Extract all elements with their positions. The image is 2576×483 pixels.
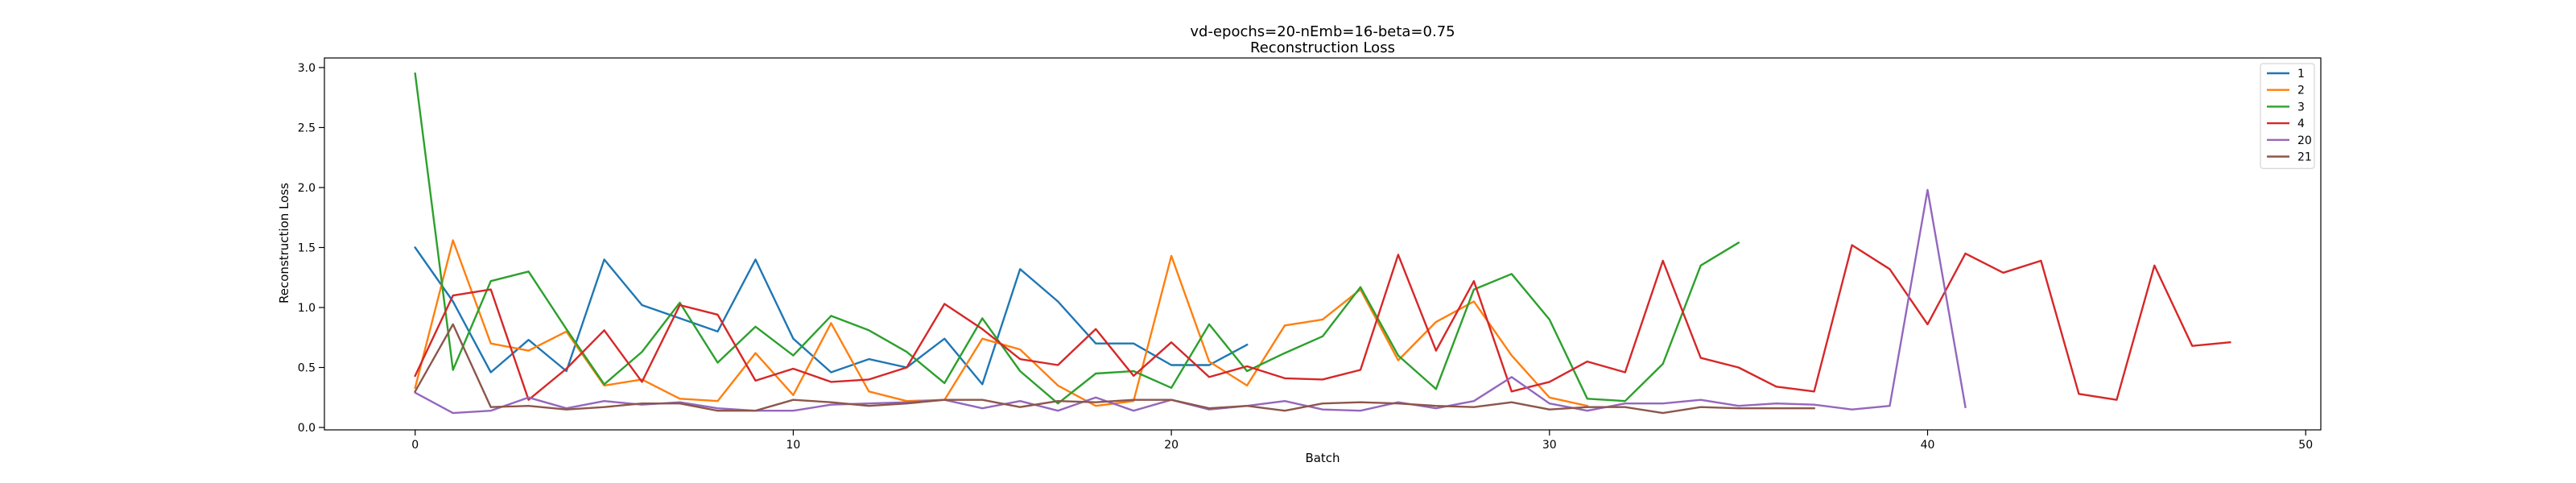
legend: 1 2 3 4 20 21 — [2260, 63, 2315, 169]
y-tick-label: 0.0 — [298, 422, 316, 435]
legend-label-3: 3 — [2297, 101, 2305, 114]
x-tick-label: 40 — [1921, 439, 1935, 452]
plot-frame — [324, 57, 2322, 431]
y-tick-label: 2.0 — [298, 182, 316, 195]
series-line-3 — [414, 72, 1740, 405]
x-tick-label: 10 — [786, 439, 801, 452]
y-tick-label: 0.5 — [298, 362, 316, 375]
y-tick-label: 2.5 — [298, 122, 316, 134]
legend-label-4: 4 — [2297, 118, 2305, 130]
legend-label-21: 21 — [2297, 151, 2312, 164]
chart-title: vd-epochs=20-nEmb=16-beta=0.75 — [1190, 23, 1455, 40]
chart-subtitle: Reconstruction Loss — [1250, 39, 1395, 56]
x-tick-label: 0 — [411, 439, 419, 452]
legend-label-20: 20 — [2297, 134, 2312, 147]
y-axis-label: Reconstruction Loss — [277, 183, 291, 303]
x-tick-label: 20 — [1164, 439, 1179, 452]
legend-label-1: 1 — [2297, 68, 2305, 80]
x-tick-label: 50 — [2298, 439, 2313, 452]
y-tick-label: 1.0 — [298, 302, 316, 315]
series-line-21 — [414, 323, 1815, 415]
x-tick-label: 30 — [1542, 439, 1557, 452]
axes-layer: 0 10 20 30 40 50 0.0 0.5 1.0 1.5 2.0 2.5 3.0 — [298, 57, 2322, 452]
series-line-4 — [414, 244, 2231, 401]
y-tick-label: 3.0 — [298, 62, 316, 75]
legend-label-2: 2 — [2297, 85, 2305, 97]
series-layer — [414, 72, 2231, 415]
y-tick-label: 1.5 — [298, 242, 316, 254]
x-axis-label: Batch — [1305, 451, 1340, 465]
